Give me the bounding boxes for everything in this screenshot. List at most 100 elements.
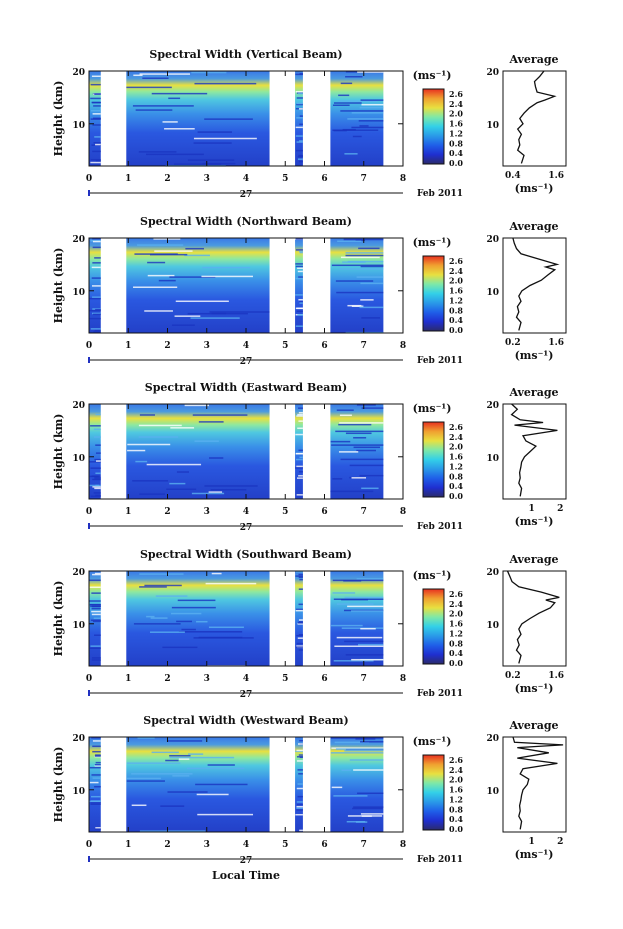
- heatmap-streak: [296, 238, 303, 240]
- heatmap-streak: [90, 118, 101, 120]
- heatmap-streak: [138, 151, 177, 153]
- panel-title: Spectral Width (Westward Beam): [143, 714, 348, 727]
- heatmap-streak: [194, 82, 257, 85]
- average-x-tick-label: 1.6: [548, 171, 564, 181]
- heatmap-streak: [91, 277, 101, 279]
- heatmap-streak: [146, 463, 202, 466]
- heatmap-streak: [91, 285, 101, 287]
- heatmap-streak: [132, 480, 169, 482]
- heatmap-streak: [299, 829, 303, 832]
- heatmap-streak: [340, 82, 353, 85]
- x-tick-label: 2: [164, 507, 170, 517]
- average-x-tick-label: 2: [557, 504, 563, 514]
- heatmap-streak: [175, 300, 229, 303]
- average-profile-line: [512, 736, 564, 830]
- heatmap-streak: [90, 467, 101, 469]
- heatmap-streak: [343, 580, 362, 582]
- heatmap-streak: [298, 276, 303, 278]
- heatmap-streak: [299, 250, 303, 253]
- heatmap-streak: [89, 781, 99, 784]
- date-label: Feb 2011: [417, 689, 463, 699]
- heatmap-streak: [353, 769, 384, 771]
- x-tick-label: 6: [321, 174, 327, 184]
- heatmap-streak: [209, 311, 270, 313]
- heatmap-streak: [94, 329, 101, 332]
- heatmap-streak: [295, 609, 303, 612]
- heatmap-streak: [345, 254, 384, 257]
- heatmap-streak: [295, 265, 303, 268]
- y-axis-label: Height (km): [52, 248, 65, 324]
- colorbar: [422, 88, 445, 165]
- heatmap-streak: [184, 254, 210, 257]
- heatmap-streak: [139, 573, 184, 575]
- heatmap-streak: [177, 599, 216, 602]
- heatmap-streak: [353, 437, 367, 439]
- heatmap-streak: [297, 743, 303, 745]
- heatmap-streak: [90, 83, 101, 86]
- x-tick-label: 4: [243, 507, 249, 517]
- panel-title: Spectral Width (Northward Beam): [140, 215, 352, 228]
- y-axis-label: Height (km): [52, 581, 65, 657]
- heatmap-streak: [296, 307, 303, 310]
- heatmap-streak: [298, 407, 303, 409]
- average-x-tick-label: 0.4: [505, 171, 521, 181]
- heatmap-streak: [298, 92, 303, 95]
- heatmap-streak: [90, 803, 101, 805]
- colorbar-tick-label: 2.0: [449, 109, 463, 119]
- colorbar-tick-label: 2.0: [449, 442, 463, 452]
- heatmap-streak: [345, 432, 372, 435]
- x-tick-label: 6: [321, 674, 327, 684]
- heatmap-streak: [202, 266, 251, 269]
- heatmap-streak: [332, 478, 343, 480]
- colorbar-tick-label: 2.0: [449, 775, 463, 785]
- heatmap-streak: [173, 163, 222, 165]
- date-label: Feb 2011: [417, 189, 463, 199]
- heatmap-streak: [94, 487, 101, 490]
- heatmap-streak: [160, 805, 185, 807]
- heatmap-streak: [361, 487, 379, 490]
- heatmap-streak: [297, 783, 303, 785]
- heatmap-streak: [92, 238, 101, 240]
- x-tick-label: 7: [361, 840, 367, 850]
- heatmap-streak: [299, 739, 303, 742]
- heatmap-streak: [295, 73, 303, 76]
- heatmap-streak: [331, 624, 363, 627]
- day-axis-marker: [88, 690, 90, 696]
- y-tick-label: 10: [72, 288, 85, 298]
- average-y-tick-label: 10: [486, 454, 499, 464]
- heatmap-streak: [139, 830, 206, 832]
- heatmap-streak: [336, 603, 374, 605]
- average-frame: [502, 736, 567, 833]
- heatmap-streak: [333, 660, 374, 662]
- heatmap-streak: [94, 764, 101, 767]
- heatmap-streak: [332, 104, 350, 107]
- heatmap-streak: [91, 607, 101, 610]
- heatmap-streak: [91, 266, 101, 269]
- day-axis-marker: [88, 856, 90, 862]
- heatmap-streak: [164, 128, 195, 130]
- heatmap-streak: [94, 93, 101, 95]
- heatmap-streak: [92, 620, 101, 623]
- heatmap-streak: [139, 73, 190, 75]
- colorbar-tick-label: 0.4: [449, 481, 463, 491]
- heatmap-streak: [337, 240, 362, 243]
- heatmap-streak: [94, 785, 101, 788]
- heatmap-streak: [137, 737, 155, 739]
- heatmap-streak: [295, 575, 303, 577]
- day-label: 27: [240, 856, 253, 866]
- heatmap-streak: [90, 97, 101, 100]
- heatmap-streak: [90, 603, 101, 606]
- heatmap-streak: [165, 759, 179, 762]
- average-y-tick-label: 20: [486, 568, 499, 578]
- y-tick-label: 20: [72, 235, 85, 245]
- heatmap-streak: [296, 494, 303, 496]
- heatmap-streak: [296, 760, 303, 762]
- heatmap-streak: [90, 328, 101, 330]
- date-label: Feb 2011: [417, 855, 463, 865]
- average-x-axis-label: (ms⁻¹): [515, 182, 554, 195]
- heatmap-streak: [89, 297, 101, 300]
- heatmap-streak: [91, 737, 101, 739]
- panel-title: Spectral Width (Vertical Beam): [149, 48, 342, 61]
- heatmap-streak: [93, 428, 101, 431]
- heatmap-streak: [197, 131, 233, 133]
